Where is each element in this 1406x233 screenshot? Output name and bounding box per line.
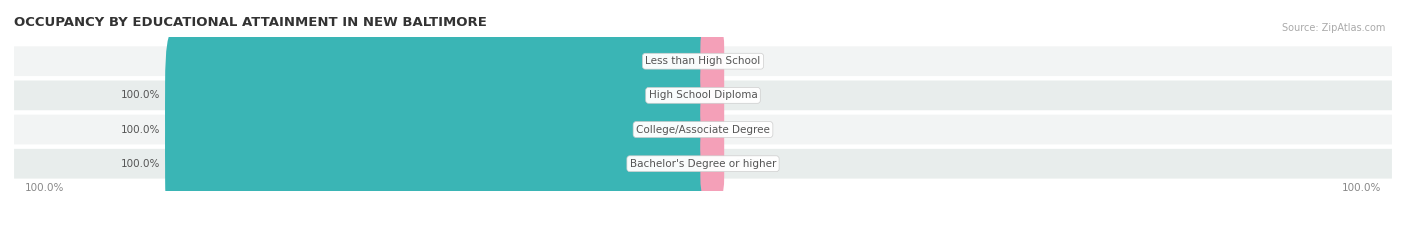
- FancyBboxPatch shape: [14, 81, 1392, 110]
- FancyBboxPatch shape: [165, 100, 711, 228]
- Text: High School Diploma: High School Diploma: [648, 90, 758, 100]
- Text: 0.0%: 0.0%: [735, 159, 761, 169]
- FancyBboxPatch shape: [700, 31, 724, 91]
- Text: Source: ZipAtlas.com: Source: ZipAtlas.com: [1281, 23, 1385, 33]
- FancyBboxPatch shape: [700, 65, 724, 125]
- Text: 0.0%: 0.0%: [735, 56, 761, 66]
- FancyBboxPatch shape: [700, 100, 724, 159]
- FancyBboxPatch shape: [685, 31, 706, 91]
- Text: 100.0%: 100.0%: [121, 90, 160, 100]
- Text: OCCUPANCY BY EDUCATIONAL ATTAINMENT IN NEW BALTIMORE: OCCUPANCY BY EDUCATIONAL ATTAINMENT IN N…: [14, 16, 486, 29]
- Text: 100.0%: 100.0%: [1341, 183, 1381, 193]
- Text: 100.0%: 100.0%: [25, 183, 65, 193]
- FancyBboxPatch shape: [700, 134, 724, 194]
- Text: Less than High School: Less than High School: [645, 56, 761, 66]
- Text: College/Associate Degree: College/Associate Degree: [636, 125, 770, 134]
- FancyBboxPatch shape: [165, 31, 711, 159]
- Text: 0.0%: 0.0%: [735, 90, 761, 100]
- FancyBboxPatch shape: [14, 115, 1392, 144]
- Text: 0.0%: 0.0%: [648, 56, 673, 66]
- Text: Bachelor's Degree or higher: Bachelor's Degree or higher: [630, 159, 776, 169]
- FancyBboxPatch shape: [165, 65, 711, 194]
- Text: 100.0%: 100.0%: [121, 159, 160, 169]
- FancyBboxPatch shape: [14, 149, 1392, 178]
- Text: 100.0%: 100.0%: [121, 125, 160, 134]
- Text: 0.0%: 0.0%: [735, 125, 761, 134]
- FancyBboxPatch shape: [14, 46, 1392, 76]
